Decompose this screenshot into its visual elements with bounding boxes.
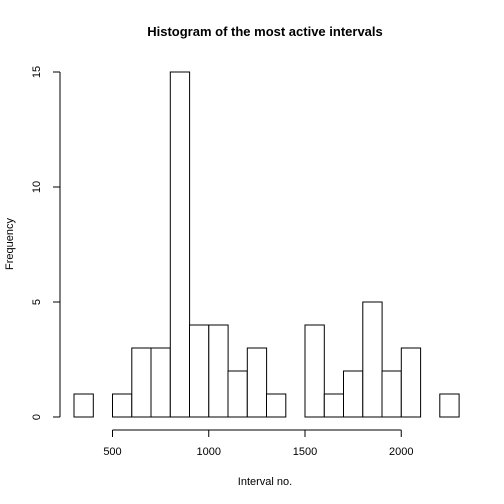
histogram-bar-800-900 [169, 71, 191, 418]
x-tick-label: 1500 [293, 446, 317, 458]
histogram-bar-1100-1200 [227, 370, 248, 418]
histogram-bar-600-700 [131, 347, 152, 418]
y-tick-label: 10 [31, 181, 43, 193]
x-tick-label: 2000 [389, 446, 413, 458]
x-axis-label: Interval no. [238, 476, 292, 488]
histogram-bar-1600-1700 [323, 393, 345, 418]
histogram-bar-1900-2000 [381, 370, 402, 418]
y-tick-label: 15 [31, 66, 43, 78]
y-axis: 0 5 10 15 [31, 66, 61, 420]
histogram-bar-1200-1300 [246, 347, 268, 418]
histogram-bar-1500-1600 [304, 324, 325, 418]
histogram-bar-1700-1800 [343, 370, 364, 418]
x-tick-label: 1000 [197, 446, 221, 458]
bars-group [73, 71, 460, 418]
y-tick-label: 0 [31, 414, 43, 420]
histogram-bar-700-800 [150, 347, 171, 418]
histogram-bar-1800-1900 [362, 301, 383, 418]
y-axis-label: Frequency [4, 218, 16, 270]
histogram-bar-300-400 [73, 393, 94, 418]
histogram-bar-2000-2100 [400, 347, 422, 418]
histogram-bar-900-1000 [189, 324, 210, 418]
histogram-bar-2200-2300 [439, 393, 460, 418]
x-axis: 500 1000 1500 2000 [103, 429, 413, 458]
histogram-bar-1300-1400 [266, 393, 287, 418]
histogram-bar-1000-1100 [208, 324, 229, 418]
y-tick-label: 5 [31, 299, 43, 305]
x-tick-label: 500 [103, 446, 121, 458]
histogram-bar-500-600 [112, 393, 133, 418]
chart-title: Histogram of the most active intervals [147, 24, 383, 39]
